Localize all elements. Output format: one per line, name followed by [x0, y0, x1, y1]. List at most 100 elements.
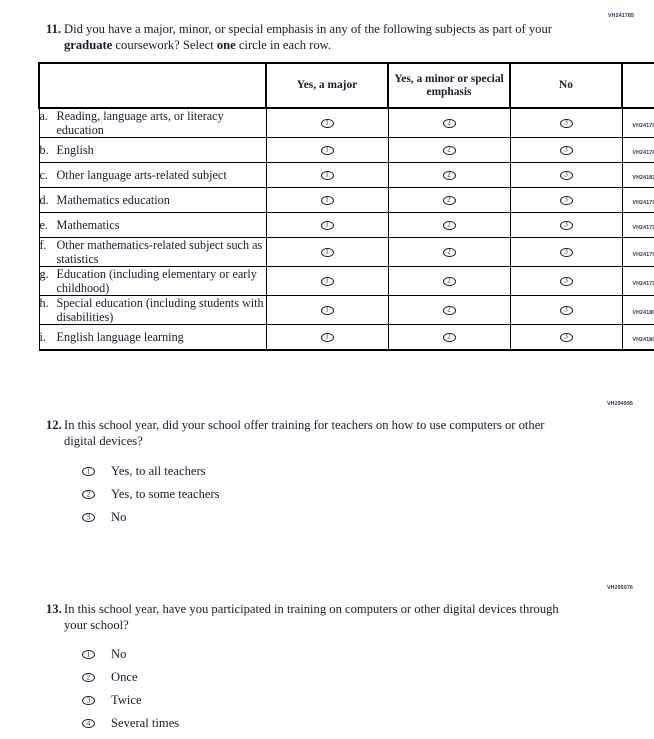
bubble-value: 1	[325, 332, 329, 341]
radio-bubble[interactable]: 1	[320, 247, 334, 258]
bubble-value: 2	[447, 145, 451, 154]
variable-code-q11: VH241785	[608, 13, 635, 19]
response-cell[interactable]: 1	[265, 324, 389, 351]
radio-bubble[interactable]: 3	[559, 220, 573, 231]
bubble-value: 3	[564, 145, 568, 154]
radio-bubble[interactable]: 3	[559, 145, 573, 156]
radio-bubble[interactable]: 3	[559, 276, 573, 287]
radio-bubble[interactable]: 1	[320, 195, 334, 206]
radio-bubble[interactable]: 2	[82, 672, 95, 683]
response-cell[interactable]: 2	[387, 137, 511, 163]
radio-bubble[interactable]: 4	[82, 718, 95, 729]
row-variable-code-cell: VH241793	[621, 212, 654, 238]
response-cell[interactable]: 1	[265, 212, 389, 238]
radio-bubble[interactable]: 2	[442, 195, 456, 206]
bubble-value: 2	[447, 247, 451, 256]
bubble-value: 1	[325, 170, 329, 179]
radio-bubble[interactable]: 3	[82, 512, 95, 523]
response-cell[interactable]: 1	[265, 295, 389, 325]
question-13-text: In this school year, have you participat…	[64, 602, 559, 632]
radio-bubble[interactable]: 3	[559, 332, 573, 343]
response-cell[interactable]: 2	[387, 107, 511, 138]
q11-text-part2: coursework? Select	[112, 37, 217, 52]
response-cell[interactable]: 2	[387, 266, 511, 296]
choice-label: Twice	[111, 693, 142, 707]
radio-bubble[interactable]: 1	[320, 220, 334, 231]
bubble-value: 3	[86, 696, 91, 704]
bubble-value: 2	[447, 170, 451, 179]
radio-bubble[interactable]: 3	[559, 247, 573, 258]
bubble-value: 1	[325, 118, 329, 127]
choice-option[interactable]: 4 Several times	[82, 712, 179, 735]
radio-bubble[interactable]: 3	[559, 195, 573, 206]
response-cell[interactable]: 3	[509, 324, 623, 351]
row-item-cell: f. Other mathematics-related subject such…	[38, 237, 267, 267]
row-variable-code: VH241808	[632, 337, 654, 343]
row-variable-code-cell: VH241795	[621, 266, 654, 296]
radio-bubble[interactable]: 2	[82, 489, 95, 500]
radio-bubble[interactable]: 2	[442, 305, 456, 316]
response-cell[interactable]: 3	[509, 212, 623, 238]
row-letter: b.	[39, 142, 49, 157]
response-cell[interactable]: 1	[265, 187, 389, 213]
radio-bubble[interactable]: 2	[442, 145, 456, 156]
bubble-value: 2	[447, 332, 451, 341]
choice-option[interactable]: 3 Twice	[82, 689, 179, 712]
response-cell[interactable]: 1	[265, 107, 389, 138]
radio-bubble[interactable]: 3	[559, 170, 573, 181]
row-item-cell: b. English	[38, 137, 267, 163]
response-cell[interactable]: 1	[265, 266, 389, 296]
radio-bubble[interactable]: 2	[442, 220, 456, 231]
row-label: English language learning	[56, 329, 184, 344]
radio-bubble[interactable]: 1	[320, 145, 334, 156]
response-cell[interactable]: 3	[509, 187, 623, 213]
response-cell[interactable]: 3	[509, 237, 623, 267]
row-variable-code-cell: VH241789	[621, 137, 654, 163]
row-item-cell: i. English language learning	[38, 324, 267, 351]
radio-bubble[interactable]: 1	[320, 118, 334, 129]
radio-bubble[interactable]: 3	[82, 695, 95, 706]
response-cell[interactable]: 1	[265, 137, 389, 163]
radio-bubble[interactable]: 3	[559, 305, 573, 316]
response-cell[interactable]: 2	[387, 295, 511, 325]
radio-bubble[interactable]: 2	[442, 332, 456, 343]
radio-bubble[interactable]: 2	[442, 170, 456, 181]
response-cell[interactable]: 3	[509, 162, 623, 188]
radio-bubble[interactable]: 2	[442, 247, 456, 258]
radio-bubble[interactable]: 2	[442, 276, 456, 287]
variable-code-q13: VH295076	[607, 585, 634, 591]
radio-bubble[interactable]: 1	[320, 170, 334, 181]
row-item-cell: c. Other language arts-related subject	[38, 162, 267, 188]
bubble-value: 4	[86, 719, 91, 727]
response-cell[interactable]: 3	[509, 137, 623, 163]
q11-emphasis-one: one	[216, 37, 236, 52]
response-cell[interactable]: 3	[509, 295, 623, 325]
choice-option[interactable]: 1 Yes, to all teachers	[82, 460, 220, 483]
bubble-value: 2	[447, 305, 451, 314]
radio-bubble[interactable]: 1	[320, 276, 334, 287]
response-cell[interactable]: 2	[387, 162, 511, 188]
radio-bubble[interactable]: 1	[82, 649, 95, 660]
bubble-value: 2	[447, 195, 451, 204]
column-header-code	[621, 62, 654, 109]
choice-option[interactable]: 2 Yes, to some teachers	[82, 483, 220, 506]
response-cell[interactable]: 2	[387, 187, 511, 213]
response-cell[interactable]: 1	[265, 237, 389, 267]
radio-bubble[interactable]: 3	[559, 118, 573, 129]
radio-bubble[interactable]: 2	[442, 118, 456, 129]
choice-option[interactable]: 3 No	[82, 506, 220, 529]
response-cell[interactable]: 2	[387, 212, 511, 238]
table-row: c. Other language arts-related subject 1 2 3…	[38, 162, 654, 188]
response-cell[interactable]: 1	[265, 162, 389, 188]
choice-option[interactable]: 1 No	[82, 643, 179, 666]
bubble-value: 1	[86, 467, 91, 475]
response-cell[interactable]: 2	[387, 237, 511, 267]
table-row: f. Other mathematics-related subject such…	[38, 237, 654, 267]
radio-bubble[interactable]: 1	[320, 305, 334, 316]
radio-bubble[interactable]: 1	[82, 466, 95, 477]
response-cell[interactable]: 2	[387, 324, 511, 351]
response-cell[interactable]: 3	[509, 266, 623, 296]
response-cell[interactable]: 3	[509, 107, 623, 138]
choice-option[interactable]: 2 Once	[82, 666, 179, 689]
radio-bubble[interactable]: 1	[320, 332, 334, 343]
